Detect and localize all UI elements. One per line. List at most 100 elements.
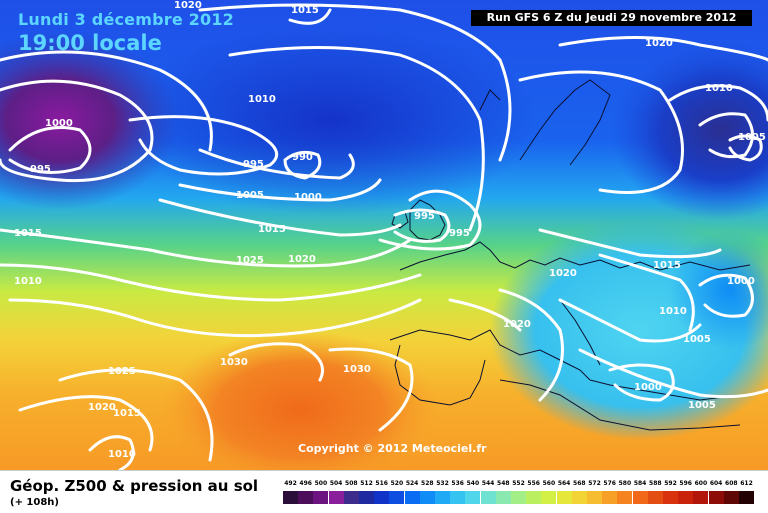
legend-color-swatch bbox=[723, 491, 739, 504]
isobar-label: 1025 bbox=[108, 366, 136, 377]
isobar-label: 1020 bbox=[88, 402, 116, 413]
legend-color-swatch bbox=[283, 491, 298, 504]
isobar-label: 1030 bbox=[220, 357, 248, 368]
legend-color-swatch bbox=[571, 491, 587, 504]
isobar-label: 1025 bbox=[236, 255, 264, 266]
legend-tick-label: 548 bbox=[497, 480, 510, 487]
isobar-label: 1020 bbox=[645, 38, 673, 49]
legend-color-swatch bbox=[419, 491, 435, 504]
map-canvas: 1020 1015 1020 1010 1000 995 995 990 100… bbox=[0, 0, 768, 470]
legend-color-swatch bbox=[663, 491, 678, 504]
isobar-label: 1010 bbox=[108, 449, 136, 460]
legend-tick-label: 568 bbox=[573, 480, 586, 487]
isobar-label: 1015 bbox=[291, 5, 319, 16]
isobar-label: 1015 bbox=[14, 228, 42, 239]
z500-trough-east bbox=[670, 230, 768, 350]
isobar-label: 1010 bbox=[248, 94, 276, 105]
isobar-label: 1020 bbox=[503, 319, 531, 330]
legend-tick-label: 492 bbox=[284, 480, 297, 487]
isobar-label: 1015 bbox=[258, 224, 286, 235]
legend-tick-label: 552 bbox=[512, 480, 525, 487]
color-scale-legend: 492 496 500 504 508 512 516 520 524 528 532 536 540 5… bbox=[283, 480, 754, 510]
legend-tick-label: 508 bbox=[345, 480, 358, 487]
isobar-label: 1015 bbox=[113, 408, 141, 419]
forecast-date: Lundi 3 décembre 2012 bbox=[18, 10, 234, 29]
legend-color-swatch bbox=[526, 491, 542, 504]
isobar-label: 1005 bbox=[683, 334, 711, 345]
isobar-label: 995 bbox=[30, 164, 51, 175]
isobar-label: 1005 bbox=[236, 190, 264, 201]
legend-tick-label: 536 bbox=[451, 480, 464, 487]
legend-tick-label: 496 bbox=[299, 480, 312, 487]
legend-tick-label: 612 bbox=[740, 480, 753, 487]
isobar-label: 995 bbox=[243, 159, 264, 170]
legend-tick-label: 560 bbox=[542, 480, 556, 487]
legend-color-swatch bbox=[328, 491, 344, 504]
legend-tick-label: 596 bbox=[679, 480, 692, 487]
legend-color-swatch bbox=[647, 491, 663, 504]
isobar-label: 995 bbox=[414, 211, 435, 222]
legend-tick-label: 584 bbox=[633, 480, 647, 487]
isobar-label: 1020 bbox=[288, 254, 316, 265]
legend-tick-label: 580 bbox=[618, 480, 632, 487]
legend-tick-label: 564 bbox=[557, 480, 571, 487]
legend-color-swatch bbox=[511, 491, 526, 504]
legend-color-swatch bbox=[343, 491, 359, 504]
legend-tick-label: 532 bbox=[436, 480, 449, 487]
legend-color-swatch bbox=[465, 491, 481, 504]
legend-color-swatch bbox=[480, 491, 496, 504]
legend-color-swatch bbox=[313, 491, 329, 504]
legend-color-swatch bbox=[678, 491, 694, 504]
map-footer: Géop. Z500 & pression au sol (+ 108h) 49… bbox=[0, 470, 768, 513]
legend-color-swatch bbox=[693, 491, 709, 504]
legend-tick-label: 592 bbox=[664, 480, 677, 487]
isobar-labels: 1020 1015 1020 1010 1000 995 995 990 100… bbox=[14, 0, 766, 460]
legend-tick-label: 608 bbox=[725, 480, 738, 487]
legend-tick-label: 512 bbox=[360, 480, 373, 487]
legend-tick-label: 588 bbox=[649, 480, 662, 487]
legend-color-swatch bbox=[617, 491, 633, 504]
legend-color-swatch bbox=[739, 491, 754, 504]
legend-color-swatch bbox=[495, 491, 511, 504]
product-title: Géop. Z500 & pression au sol bbox=[10, 477, 259, 495]
copyright-text: Copyright © 2012 Meteociel.fr bbox=[298, 442, 487, 455]
legend-color-swatch bbox=[587, 491, 602, 504]
isobar-label: 1000 bbox=[634, 382, 662, 393]
isobar-label: 1015 bbox=[653, 260, 681, 271]
legend-color-swatch bbox=[404, 491, 420, 504]
legend-tick-label: 516 bbox=[375, 480, 388, 487]
legend-tick-label: 572 bbox=[588, 480, 601, 487]
legend-color-swatch bbox=[298, 491, 314, 504]
coastlines bbox=[389, 79, 751, 431]
legend-color-swatch bbox=[556, 491, 572, 504]
isobar-label: 1000 bbox=[727, 276, 755, 287]
isobar-label: 1030 bbox=[343, 364, 371, 375]
forecast-lead-time: (+ 108h) bbox=[10, 497, 59, 508]
legend-color-swatch bbox=[708, 491, 724, 504]
legend-tick-label: 556 bbox=[527, 480, 540, 487]
legend-tick-label: 500 bbox=[314, 480, 328, 487]
legend-color-swatch bbox=[389, 491, 405, 504]
legend-color-swatch bbox=[602, 491, 618, 504]
isobar-label: 1005 bbox=[688, 400, 716, 411]
legend-tick-label: 544 bbox=[481, 480, 495, 487]
legend-tick-label: 524 bbox=[405, 480, 419, 487]
isobar-label: 1010 bbox=[14, 276, 42, 287]
weather-map: 1020 1015 1020 1010 1000 995 995 990 100… bbox=[0, 0, 768, 470]
legend-tick-label: 604 bbox=[709, 480, 723, 487]
isobar-label: 1010 bbox=[659, 306, 687, 317]
isobar-label: 995 bbox=[449, 228, 470, 239]
forecast-local-time: 19:00 locale bbox=[18, 31, 162, 55]
isobar-label: 1010 bbox=[705, 83, 733, 94]
legend-tick-label: 520 bbox=[390, 480, 404, 487]
legend-color-swatch bbox=[541, 491, 557, 504]
isobar-label: 1005 bbox=[738, 132, 766, 143]
isobar-label: 1020 bbox=[174, 0, 202, 11]
isobar-label: 990 bbox=[292, 152, 313, 163]
legend-tick-label: 540 bbox=[466, 480, 480, 487]
isobar-label: 1020 bbox=[549, 268, 577, 279]
legend-tick-label: 504 bbox=[329, 480, 343, 487]
legend-color-swatch bbox=[435, 491, 450, 504]
legend-tick-label: 600 bbox=[694, 480, 708, 487]
z500-high-south bbox=[160, 330, 440, 470]
